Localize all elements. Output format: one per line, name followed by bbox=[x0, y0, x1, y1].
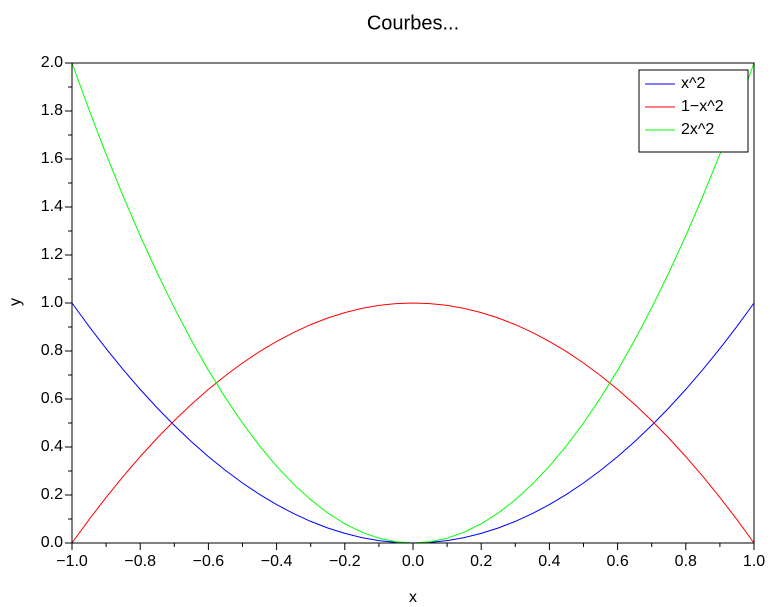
legend-label: 1−x^2 bbox=[681, 98, 724, 115]
y-tick-label: 1.8 bbox=[41, 102, 63, 119]
y-axis-label: y bbox=[7, 298, 24, 306]
x-tick-label: −0.4 bbox=[261, 553, 293, 570]
y-tick-label: 0.8 bbox=[41, 342, 63, 359]
y-tick-label: 1.0 bbox=[41, 294, 63, 311]
legend-label: x^2 bbox=[681, 75, 706, 92]
series-line bbox=[71, 302, 755, 544]
x-tick-label: 0.8 bbox=[675, 553, 697, 570]
y-tick-label: 2.0 bbox=[41, 54, 63, 71]
x-tick-label: 0.6 bbox=[606, 553, 628, 570]
x-tick-label: −0.8 bbox=[124, 553, 156, 570]
y-tick-label: 1.4 bbox=[41, 198, 63, 215]
x-tick-label: 0.0 bbox=[402, 553, 424, 570]
x-tick-label: −1.0 bbox=[56, 553, 88, 570]
y-tick-label: 0.6 bbox=[41, 390, 63, 407]
x-tick-label: 0.4 bbox=[538, 553, 560, 570]
legend-label: 2x^2 bbox=[681, 121, 714, 138]
y-tick-label: 0.0 bbox=[41, 534, 63, 551]
y-tick-label: 0.2 bbox=[41, 486, 63, 503]
x-tick-label: 0.2 bbox=[470, 553, 492, 570]
x-tick-label: −0.6 bbox=[193, 553, 225, 570]
series-line bbox=[71, 302, 755, 544]
x-tick-label: 1.0 bbox=[743, 553, 765, 570]
y-tick-label: 0.4 bbox=[41, 438, 63, 455]
chart-title: Courbes... bbox=[367, 12, 459, 34]
x-tick-label: −0.2 bbox=[329, 553, 361, 570]
y-tick-label: 1.6 bbox=[41, 150, 63, 167]
x-axis-label: x bbox=[409, 589, 417, 606]
y-tick-label: 1.2 bbox=[41, 246, 63, 263]
plot-frame bbox=[71, 62, 755, 544]
